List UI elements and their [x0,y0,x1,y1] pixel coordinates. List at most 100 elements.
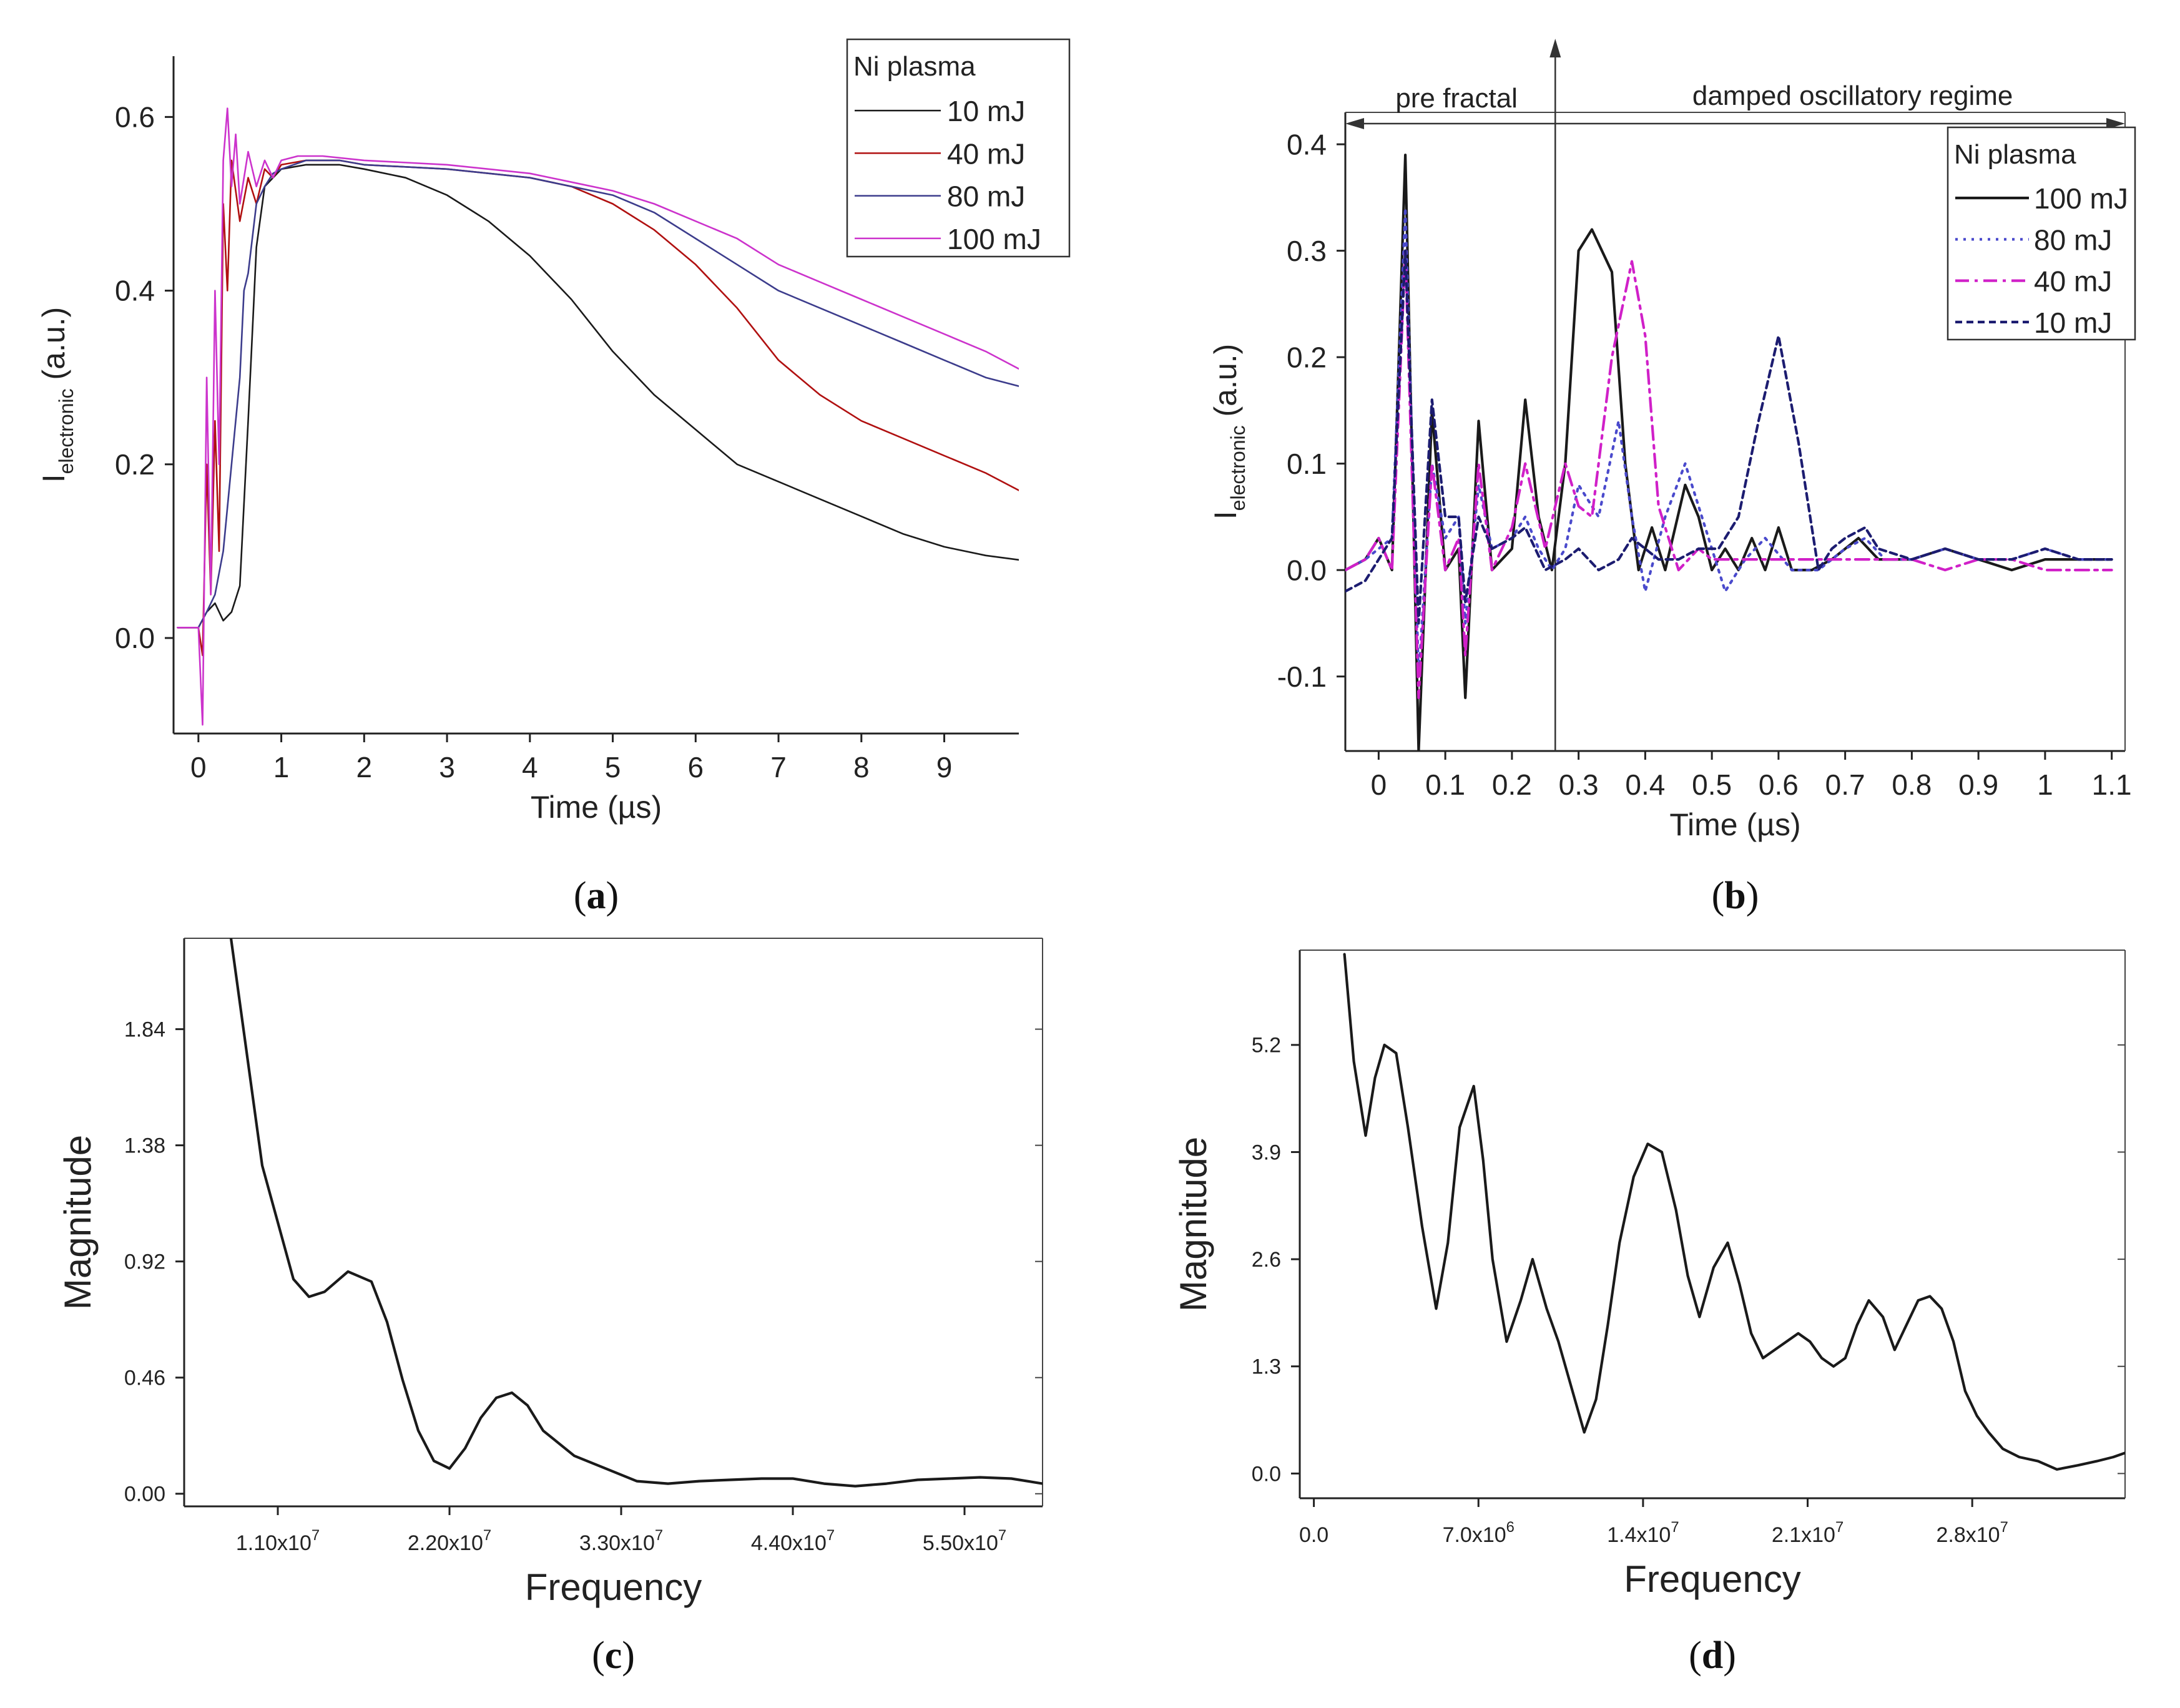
x-tick-label: 7 [770,751,787,783]
legend-title: Ni plasma [853,51,976,82]
y-tick-label: 0.0 [1287,554,1327,586]
y-tick-label: 1.3 [1252,1355,1281,1379]
legend-entry: 10 mJ [947,95,1025,127]
series-group [1343,953,2125,1471]
panel-label: (c) [592,1634,635,1677]
legend: Ni plasma 10 mJ 40 mJ 80 mJ 100 mJ [846,38,1071,258]
y-axis-label: Ielectronic (a.u.) [1208,344,1249,519]
series-group [177,107,1019,726]
y-axis-label: Ielectronic (a.u.) [36,307,77,483]
x-tick-label: 2 [356,751,373,783]
axes-frame: 0 0.1 0.2 0.3 0.4 0.5 0.6 0.7 0.8 0.9 1 1.1 -0.1 0.0 0… [1277,112,2132,801]
x-tick-label: 1 [2037,768,2053,801]
x-tick-label: 1.4x107 [1607,1519,1679,1547]
x-tick-label: 0.4 [1625,768,1665,801]
regime-arrow-left [1345,118,1364,129]
x-tick-label: 0.9 [1958,768,1998,801]
x-axis-label: Frequency [1624,1558,1800,1600]
y-tick-label: 3.9 [1252,1141,1281,1164]
x-tick-label: 0.2 [1492,768,1532,801]
annotation-damped-regime: damped oscillatory regime [1692,81,2013,111]
legend-entry: 40 mJ [947,137,1025,170]
x-tick-label: 0.7 [1825,768,1865,801]
x-tick-label: 0.1 [1425,768,1465,801]
divider-arrow-up [1549,39,1561,57]
y-tick-label: 0.0 [1252,1462,1281,1486]
y-axis-label: Magnitude [1172,1137,1214,1312]
series-line-100-mj [177,107,1019,726]
y-tick-label: 0.4 [1287,128,1327,160]
y-tick-label: 0.4 [115,275,155,307]
y-tick-label: 5.2 [1252,1034,1281,1058]
series-line-80-mj [177,159,1019,629]
y-tick-label: 2.6 [1252,1248,1281,1272]
x-tick-label: 5 [605,751,621,783]
legend-entry: 80 mJ [2034,223,2112,256]
panel-c: 1.10x107 2.20x107 3.30x107 4.40x107 5.50x107… [57,938,1043,1677]
x-tick-label: 0.6 [1759,768,1799,801]
series-line-magnitude [229,938,1043,1488]
x-tick-label: 2.1x107 [1772,1519,1844,1547]
x-tick-label: 0 [1371,768,1387,801]
x-tick-label: 0.0 [1299,1523,1328,1547]
x-axis-label: Frequency [525,1566,702,1608]
axes-frame: 0 1 2 3 4 5 6 7 8 9 0.0 0.2 0.4 0.6 [115,56,1019,783]
panel-b: 0 0.1 0.2 0.3 0.4 0.5 0.6 0.7 0.8 0.9 1 1.1 -0.1 0.0 0… [1208,39,2136,917]
y-tick-label: 0.2 [115,448,155,481]
annotation-pre-fractal: pre fractal [1395,83,1518,114]
x-tick-label: 3 [439,751,455,783]
legend-box [1947,126,2136,341]
x-tick-label: 2.8x107 [1937,1519,2008,1547]
y-tick-label: 0.00 [124,1483,165,1506]
y-axis-label: Magnitude [57,1135,99,1310]
series-line-100-mj [1345,154,2113,751]
legend-entry: 10 mJ [2034,307,2112,339]
y-tick-label: 0.2 [1287,341,1327,373]
x-tick-label: 2.20x107 [408,1527,491,1555]
legend-box [846,38,1071,258]
x-axis-label: Time (µs) [1669,807,1800,842]
axes-frame: 1.10x107 2.20x107 3.30x107 4.40x107 5.50x107… [124,938,1043,1555]
series-group [1345,154,2113,751]
y-tick-label: 0.6 [115,101,155,133]
y-tick-label: 0.46 [124,1367,165,1390]
panel-d: 0.0 7.0x106 1.4x107 2.1x107 2.8x107 0.0 1.3 2.6… [1172,950,2126,1677]
x-tick-label: 3.30x107 [579,1527,663,1555]
regime-arrow-right [2106,118,2125,129]
x-tick-label: 0.5 [1692,768,1732,801]
x-tick-label: 0 [190,751,207,783]
y-tick-label: 0.92 [124,1250,165,1274]
panel-label: (d) [1689,1634,1736,1677]
y-tick-label: 0.3 [1287,235,1327,267]
series-line-10-mj [177,164,1019,629]
x-tick-label: 1.10x107 [236,1527,320,1555]
axes-frame: 0.0 7.0x106 1.4x107 2.1x107 2.8x107 0.0 1.3 2.6… [1252,950,2126,1547]
panel-a: 0 1 2 3 4 5 6 7 8 9 0.0 0.2 0.4 0.6 Time (µs) Ielectron… [36,38,1071,917]
x-tick-label: 0.8 [1892,768,1932,801]
x-tick-label: 4 [522,751,538,783]
legend-entry: 80 mJ [947,180,1025,213]
y-tick-label: 0.0 [115,622,155,654]
series-group [229,938,1043,1488]
series-line-magnitude [1343,953,2125,1471]
legend-entry: 100 mJ [2034,182,2128,215]
legend: Ni plasma 100 mJ 80 mJ 40 mJ 10 mJ [1947,126,2136,341]
x-tick-label: 0.3 [1559,768,1599,801]
legend-title: Ni plasma [1954,139,2076,170]
x-tick-label: 7.0x106 [1443,1519,1515,1547]
series-line-80-mj [1345,207,2113,678]
y-tick-label: 1.84 [124,1018,165,1042]
panel-label: (a) [574,875,619,917]
x-tick-label: 9 [936,751,953,783]
series-line-10-mj [1345,249,2113,625]
y-tick-label: -0.1 [1277,660,1327,693]
x-tick-label: 8 [853,751,870,783]
y-tick-label: 1.38 [124,1134,165,1158]
x-axis-label: Time (µs) [531,790,662,825]
legend-entry: 40 mJ [2034,265,2112,298]
x-tick-label: 1 [273,751,290,783]
legend-entry: 100 mJ [947,223,1041,255]
x-tick-label: 1.1 [2092,768,2132,801]
x-tick-label: 5.50x107 [923,1527,1006,1555]
